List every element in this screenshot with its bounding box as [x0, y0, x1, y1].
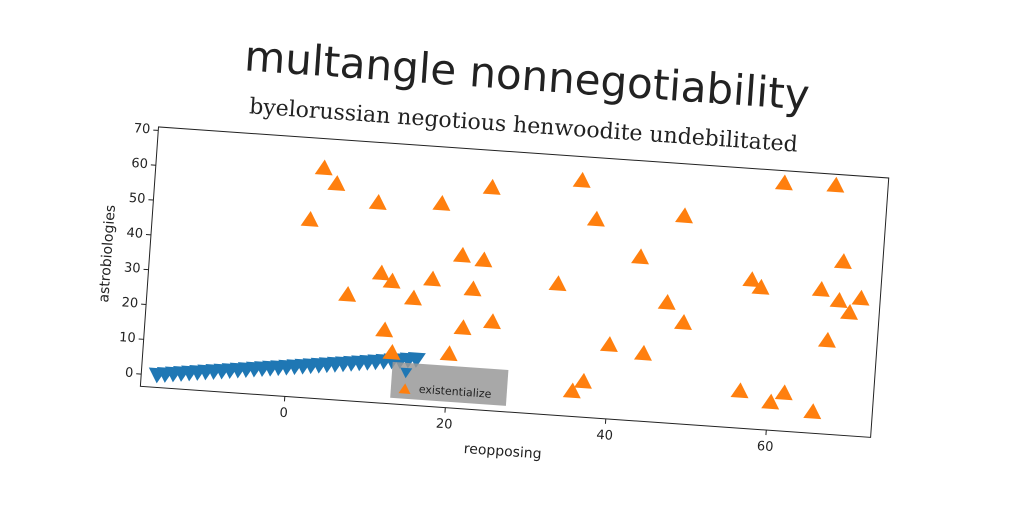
- legend-label: existentialize: [418, 383, 492, 401]
- marker: [463, 280, 482, 297]
- marker: [599, 336, 618, 353]
- marker: [382, 272, 401, 289]
- marker: [482, 178, 501, 195]
- y-tick-label: 40: [126, 226, 144, 242]
- marker: [482, 313, 501, 330]
- marker: [633, 344, 652, 361]
- y-tick-label: 0: [124, 366, 133, 382]
- marker: [548, 275, 567, 292]
- x-tick-label: 40: [596, 428, 614, 444]
- marker: [404, 289, 422, 306]
- marker: [829, 292, 848, 308]
- marker: [562, 382, 581, 399]
- marker: [675, 207, 693, 224]
- marker: [774, 174, 793, 191]
- marker: [657, 294, 676, 310]
- y-tick-label: 20: [121, 295, 139, 311]
- marker: [439, 345, 458, 362]
- marker: [742, 271, 761, 288]
- plot-area: 0 20 40 60 0 10 20 30 40 50 60 70 reopposing astrobio…: [96, 121, 870, 462]
- legend-box: [390, 361, 509, 406]
- marker: [803, 403, 822, 420]
- y-tick-label: 70: [133, 121, 151, 137]
- marker: [811, 281, 830, 297]
- y-axis-label: astrobiologies: [96, 204, 119, 303]
- marker: [826, 176, 845, 193]
- marker: [730, 382, 749, 399]
- legend-marker: [400, 367, 413, 379]
- marker: [327, 175, 346, 191]
- marker: [338, 286, 357, 302]
- marker: [631, 248, 650, 265]
- marker: [314, 159, 333, 176]
- marker: [375, 321, 394, 338]
- x-axis-label: reopposing: [463, 441, 542, 462]
- x-tick-label: 20: [435, 417, 453, 433]
- marker: [474, 251, 493, 268]
- y-tick-label: 30: [124, 260, 142, 276]
- marker: [407, 351, 426, 368]
- marker: [382, 344, 401, 360]
- marker: [751, 278, 770, 295]
- marker: [423, 270, 442, 287]
- marker: [774, 384, 793, 401]
- legend-marker: [398, 383, 411, 394]
- marker: [573, 372, 592, 389]
- marker: [817, 331, 836, 348]
- marker: [572, 171, 591, 188]
- marker: [452, 246, 471, 263]
- marker: [371, 264, 390, 281]
- marker: [300, 210, 319, 227]
- marker: [851, 289, 870, 306]
- marker: [368, 194, 387, 210]
- marker: [453, 319, 472, 336]
- y-tick-label: 10: [119, 330, 137, 346]
- marker: [833, 253, 852, 270]
- x-tick-label: 60: [756, 439, 774, 455]
- marker: [674, 314, 692, 330]
- marker: [761, 393, 780, 410]
- x-tick-label: 0: [279, 406, 288, 422]
- y-tick-label: 60: [131, 156, 149, 172]
- y-tick-label: 50: [128, 191, 146, 207]
- marker: [432, 195, 451, 211]
- plot-frame: [139, 126, 890, 438]
- marker: [586, 210, 605, 227]
- marker: [840, 303, 858, 320]
